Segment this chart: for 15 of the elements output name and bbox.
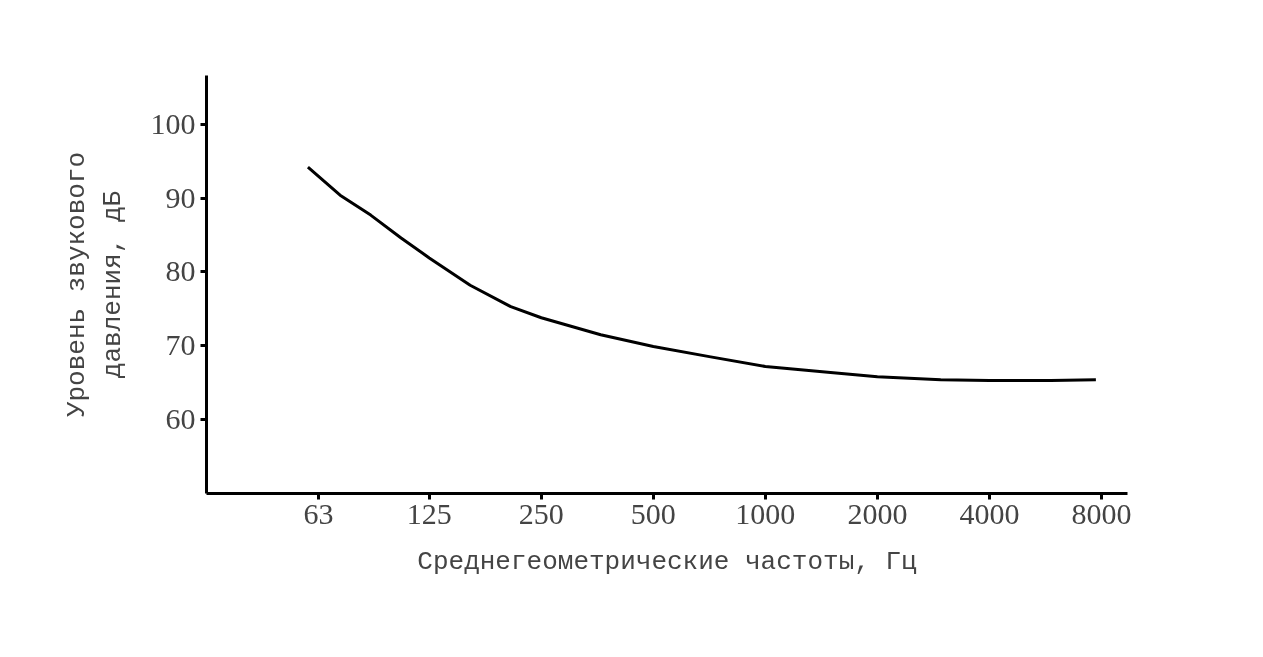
y-tick-label: 70 [165,328,196,362]
y-tick-label: 100 [150,106,196,140]
y-tick-label: 80 [165,254,196,288]
x-tick-label: 1000 [735,496,796,530]
x-tick-label: 500 [630,496,676,530]
y-tick-label: 90 [165,180,196,214]
x-tick-label: 2000 [847,496,908,530]
x-tick-label: 250 [518,496,564,530]
x-tick-label: 63 [303,496,334,530]
x-tick-label: 8000 [1071,496,1132,530]
x-axis-title: Среднегеометрические частоты, Гц [417,546,918,577]
x-tick-label: 125 [406,496,452,530]
y-axis-title: Уровень звукового давления, дБ [61,151,128,418]
x-tick-label: 4000 [959,496,1020,530]
y-tick-label: 60 [165,402,196,436]
